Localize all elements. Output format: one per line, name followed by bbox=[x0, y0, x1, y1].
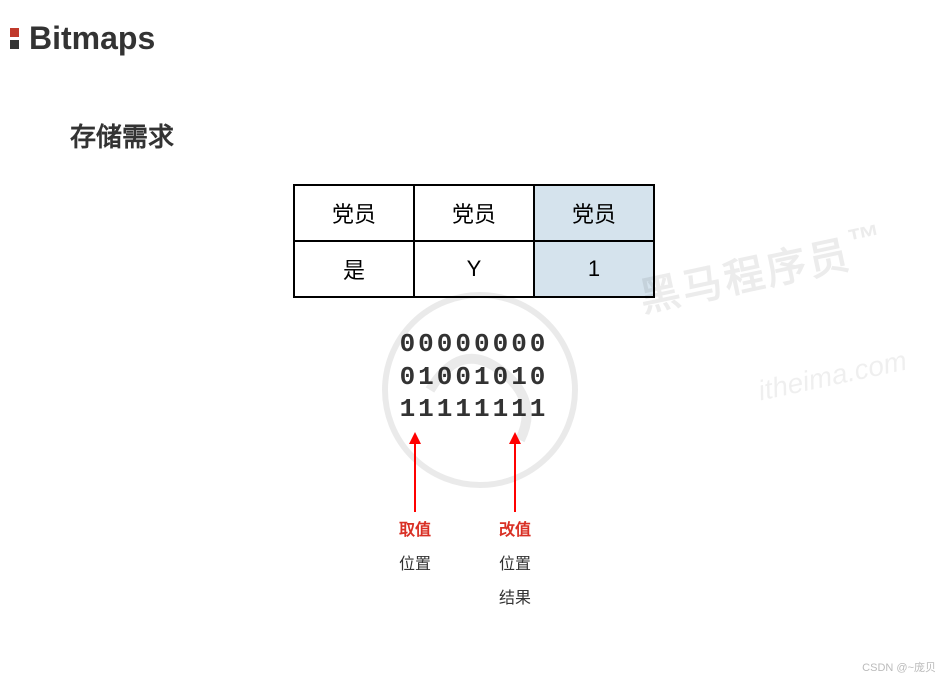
logo-icon bbox=[10, 28, 19, 49]
binary-line: 11111111 bbox=[400, 393, 549, 426]
arrow-up-icon bbox=[405, 432, 425, 512]
table-cell: 党员 bbox=[414, 185, 534, 241]
logo-square-top bbox=[10, 28, 19, 37]
arrow-sub-right-1: 位置 bbox=[499, 550, 531, 574]
table-cell: 党员 bbox=[294, 185, 414, 241]
binary-line: 00000000 bbox=[400, 328, 549, 361]
footer-credit: CSDN @~庞贝 bbox=[862, 659, 936, 675]
arrow-group-left: 取值 位置 bbox=[399, 432, 431, 574]
table-row: 是 Y 1 bbox=[294, 241, 654, 297]
table-cell-highlight: 1 bbox=[534, 241, 654, 297]
arrow-title-right: 改值 bbox=[499, 516, 531, 540]
table-cell-highlight: 党员 bbox=[534, 185, 654, 241]
arrow-group-right: 改值 位置 结果 bbox=[499, 432, 531, 608]
arrow-sub-left: 位置 bbox=[399, 550, 431, 574]
table-cell: 是 bbox=[294, 241, 414, 297]
subtitle: 存储需求 bbox=[70, 117, 948, 154]
arrow-up-icon bbox=[505, 432, 525, 512]
binary-line: 01001010 bbox=[400, 361, 549, 394]
page-title: Bitmaps bbox=[29, 20, 155, 57]
logo-square-bottom bbox=[10, 40, 19, 49]
table-row: 党员 党员 党员 bbox=[294, 185, 654, 241]
binary-section: 00000000 01001010 11111111 bbox=[400, 328, 549, 426]
arrow-sub-right-2: 结果 bbox=[499, 584, 531, 608]
table-cell: Y bbox=[414, 241, 534, 297]
header: Bitmaps bbox=[0, 0, 948, 77]
data-table: 党员 党员 党员 是 Y 1 bbox=[293, 184, 655, 298]
arrow-title-left: 取值 bbox=[399, 516, 431, 540]
main-content: 党员 党员 党员 是 Y 1 00000000 01001010 1111111… bbox=[0, 184, 948, 602]
arrows-section: 取值 位置 改值 位置 结果 bbox=[294, 432, 654, 602]
